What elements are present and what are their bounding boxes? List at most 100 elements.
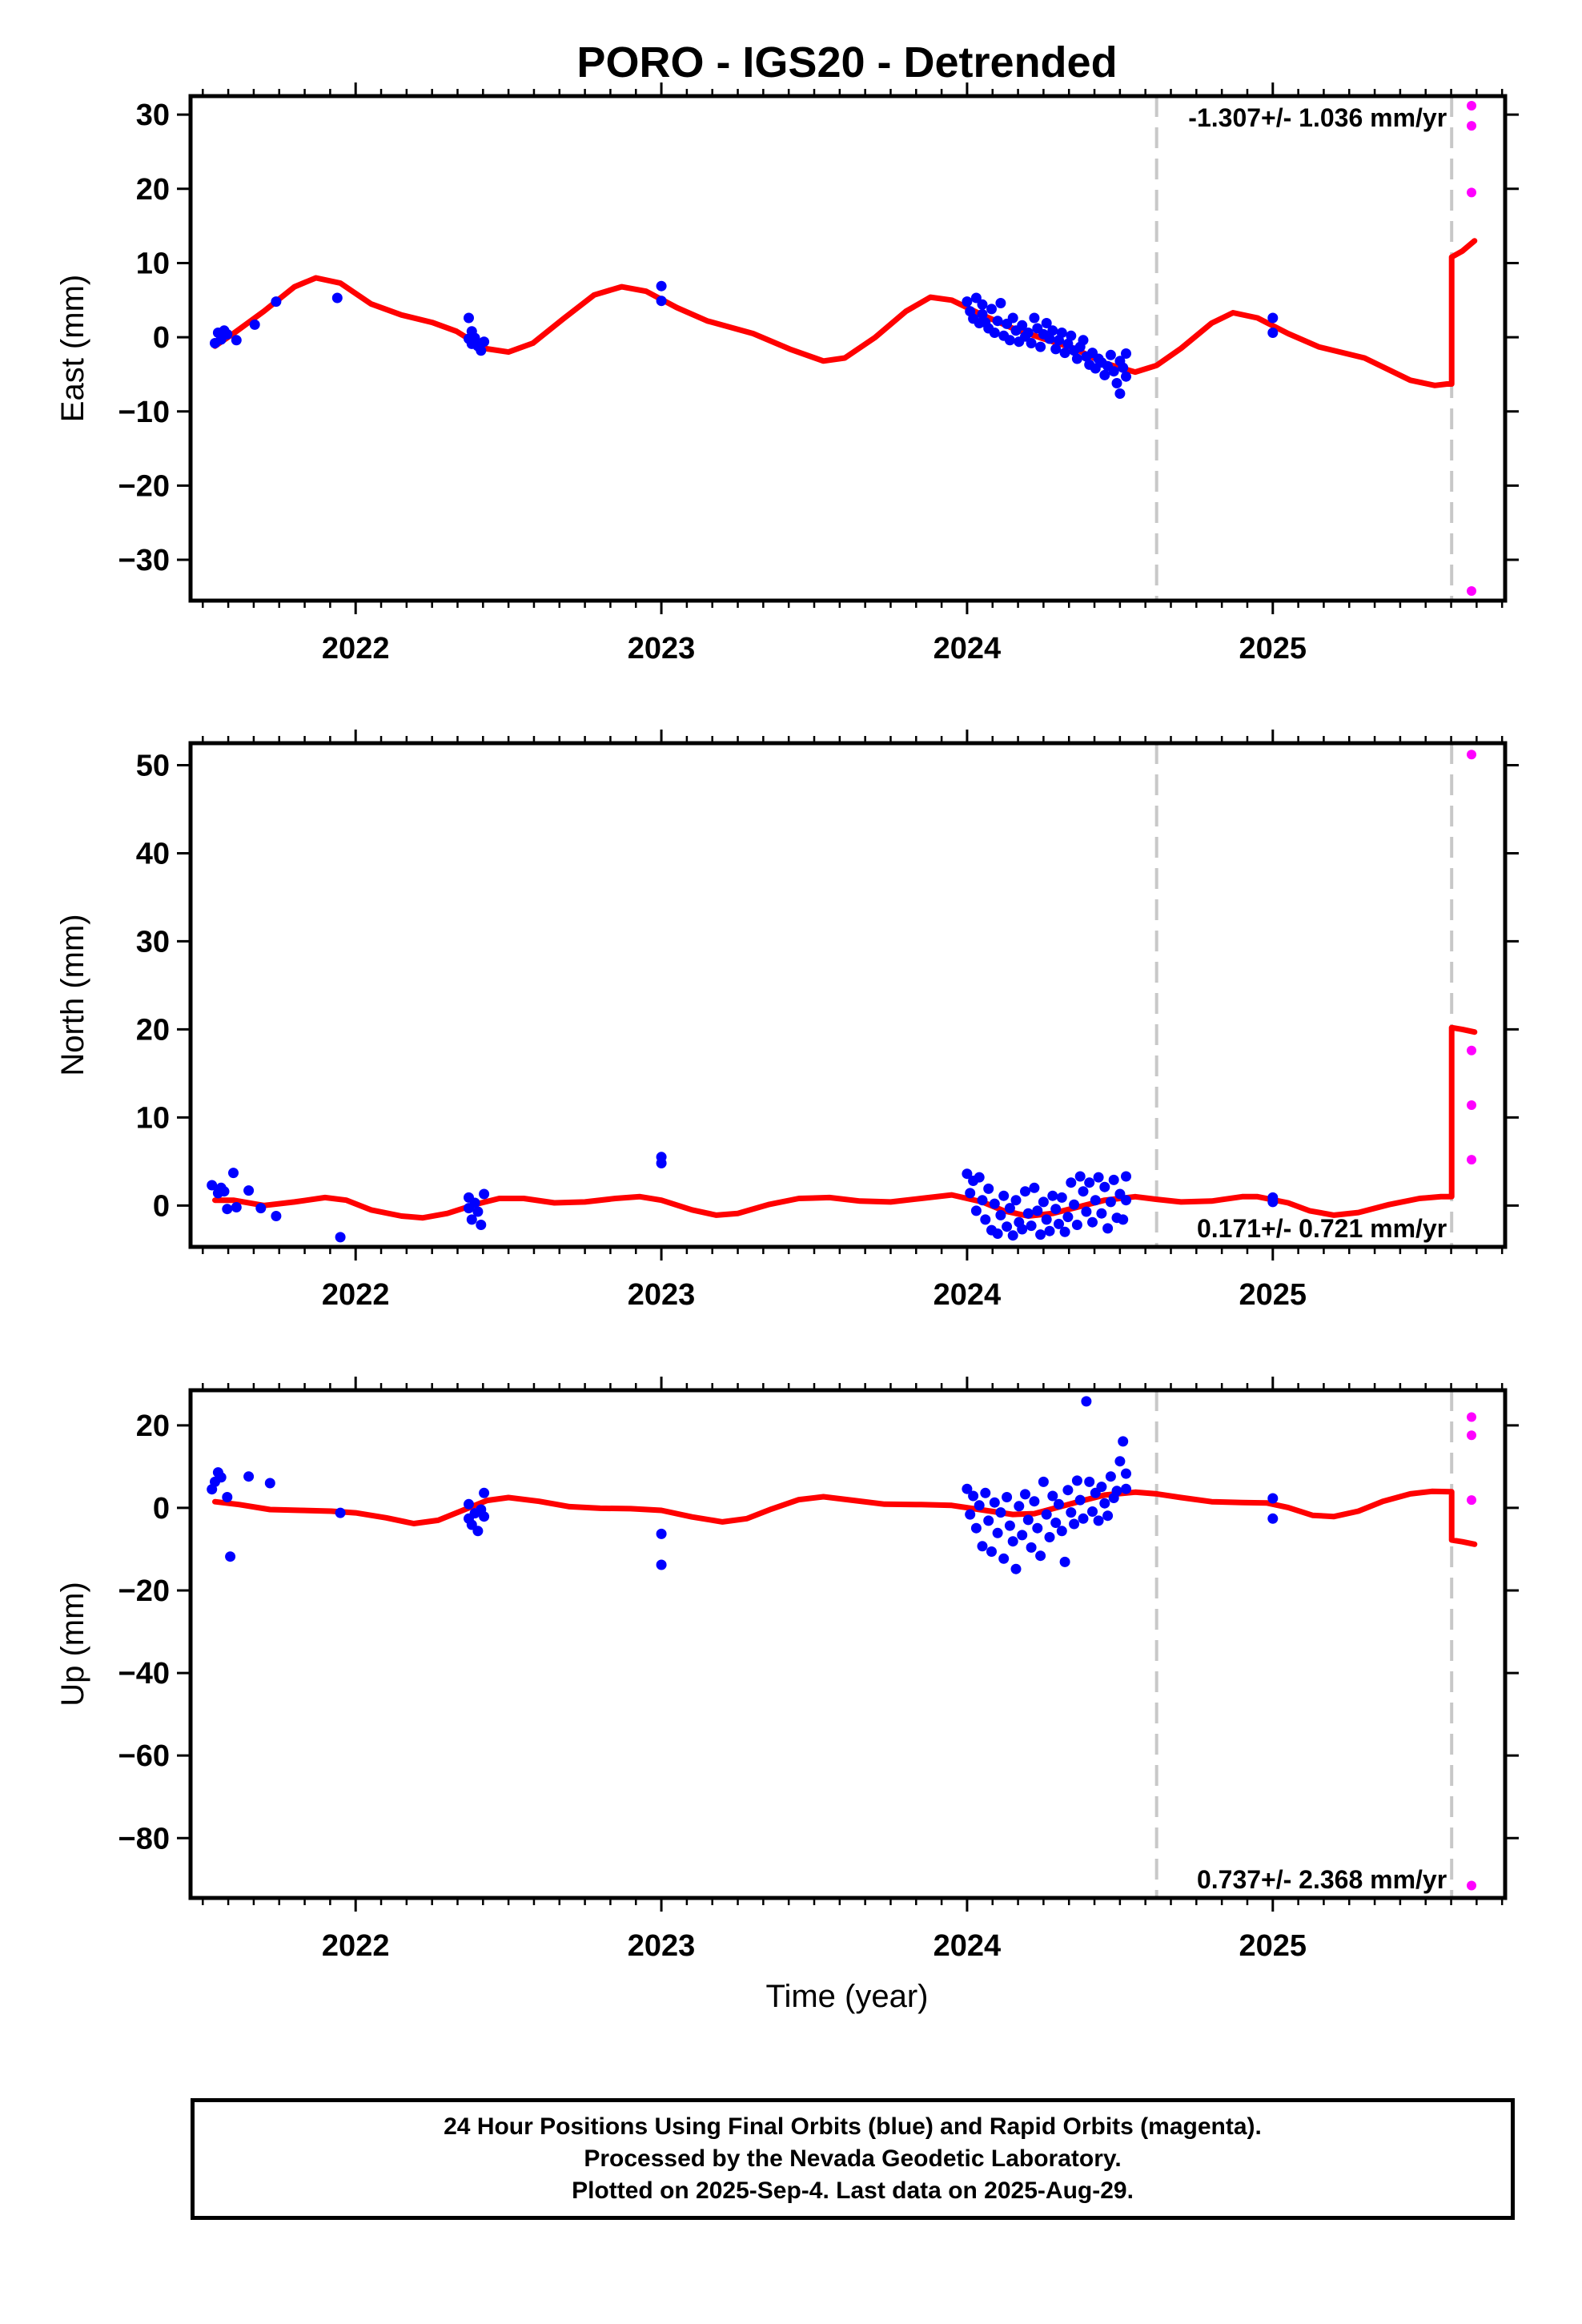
footer-note: 24 Hour Positions Using Final Orbits (bl…: [191, 2098, 1515, 2220]
final-orbit-point: [1066, 1177, 1077, 1188]
panel-frame: [188, 741, 1508, 1249]
final-orbit-point: [980, 1487, 991, 1498]
final-orbit-point: [476, 1220, 487, 1230]
final-orbit-point: [1267, 1196, 1279, 1208]
final-orbit-point: [1099, 1498, 1110, 1509]
final-orbit-point: [1084, 1476, 1095, 1487]
final-orbit-point: [974, 1172, 985, 1183]
footer-line-2: Processed by the Nevada Geodetic Laborat…: [584, 2145, 1122, 2172]
final-orbit-point: [1066, 1507, 1077, 1518]
final-orbit-point: [1044, 1532, 1055, 1542]
final-orbit-point: [1121, 371, 1131, 382]
final-orbit-point: [1118, 1214, 1129, 1225]
y-tick-label: 0: [153, 321, 170, 355]
final-orbit-point: [1121, 1483, 1131, 1494]
final-orbit-point: [1267, 1493, 1279, 1504]
final-orbit-point: [656, 280, 667, 292]
final-orbit-point: [1004, 335, 1015, 346]
x-tick-label: 2025: [1239, 1278, 1307, 1312]
final-orbit-point: [271, 296, 282, 308]
y-tick-label: −20: [118, 469, 170, 503]
final-orbit-point: [1020, 1186, 1030, 1197]
final-orbit-point: [479, 1487, 490, 1498]
final-orbit-point: [1074, 1494, 1086, 1506]
final-orbit-point: [1121, 1171, 1131, 1182]
rapid-orbit-point: [1467, 187, 1476, 198]
final-orbit-point: [1108, 366, 1119, 377]
x-tick-label: 2024: [934, 1929, 1002, 1963]
final-orbit-point: [1026, 338, 1037, 348]
final-orbit-point: [1022, 1514, 1034, 1526]
final-orbit-point: [1014, 1501, 1025, 1512]
y-tick-label: 20: [136, 1013, 170, 1047]
final-orbit-point: [970, 1522, 982, 1534]
final-orbit-point: [1118, 1436, 1129, 1447]
final-orbit-point: [1050, 1204, 1062, 1215]
final-orbit-point: [1004, 1520, 1015, 1531]
final-orbit-point: [1081, 1206, 1092, 1217]
rapid-orbit-point: [1467, 1495, 1476, 1506]
final-orbit-point: [1111, 1486, 1122, 1497]
final-orbit-point: [977, 1195, 988, 1206]
x-tick-label: 2022: [322, 1929, 390, 1963]
final-orbit-point: [1059, 1556, 1070, 1567]
final-orbit-point: [995, 1209, 1006, 1220]
final-orbit-point: [1071, 353, 1082, 364]
final-orbit-point: [472, 1206, 484, 1217]
final-orbit-point: [1078, 335, 1089, 346]
final-orbit-point: [1099, 1181, 1110, 1192]
y-axis-title: North (mm): [55, 914, 90, 1076]
final-orbit-point: [1044, 333, 1055, 344]
final-orbit-point: [962, 296, 973, 308]
final-orbit-point: [222, 328, 233, 340]
final-orbit-point: [1066, 330, 1077, 341]
panel-frame: [188, 1388, 1508, 1900]
final-orbit-point: [1267, 1513, 1279, 1524]
final-orbit-point: [995, 298, 1006, 308]
final-orbit-point: [1071, 1220, 1082, 1230]
final-orbit-point: [1032, 1205, 1043, 1216]
final-orbit-point: [1105, 349, 1116, 360]
rapid-orbit-point: [1467, 1100, 1476, 1110]
panel-frame: [188, 94, 1508, 603]
final-orbit-point: [222, 1204, 233, 1215]
final-orbit-point: [1059, 1226, 1070, 1237]
y-tick-label: −80: [118, 1822, 170, 1856]
x-tick-label: 2023: [628, 632, 696, 665]
final-orbit-point: [231, 335, 242, 346]
final-orbit-point: [1062, 1485, 1074, 1496]
rapid-orbit-point: [1467, 586, 1476, 596]
final-orbit-point: [472, 1526, 484, 1537]
final-orbit-point: [1017, 1224, 1028, 1235]
final-orbit-point: [1020, 1489, 1030, 1500]
final-orbit-point: [1078, 1186, 1089, 1197]
x-tick-label: 2023: [628, 1929, 696, 1963]
final-orbit-point: [992, 1527, 1003, 1538]
final-orbit-point: [970, 1205, 982, 1216]
final-orbit-point: [1017, 320, 1028, 331]
final-orbit-point: [995, 1507, 1006, 1518]
y-tick-label: −40: [118, 1657, 170, 1691]
footer-line-1: 24 Hour Positions Using Final Orbits (bl…: [444, 2113, 1262, 2140]
y-tick-label: 20: [136, 1409, 170, 1443]
final-orbit-point: [1069, 1518, 1080, 1530]
final-orbit-point: [1029, 312, 1040, 324]
final-orbit-point: [983, 1515, 994, 1526]
x-tick-label: 2023: [628, 1278, 696, 1312]
final-orbit-point: [249, 319, 260, 330]
final-orbit-point: [1121, 1468, 1131, 1479]
final-orbit-point: [1090, 1195, 1101, 1206]
y-tick-label: 0: [153, 1189, 170, 1223]
y-axis-title: Up (mm): [55, 1582, 90, 1707]
panel-north: 0 10 20 30 40 50 2022 2023 2024 2025 North (mm) 0.1…: [55, 730, 1519, 1312]
model-curve: [212, 1488, 1478, 1547]
final-orbit-point: [1267, 328, 1279, 338]
final-orbit-point: [974, 1500, 985, 1511]
final-orbit-point: [331, 292, 343, 304]
final-orbit-point: [1017, 1530, 1028, 1541]
final-orbit-point: [231, 1202, 242, 1212]
final-orbit-point: [1029, 1496, 1040, 1507]
final-orbit-point: [479, 1511, 490, 1522]
y-tick-label: −60: [118, 1739, 170, 1773]
final-orbit-point: [243, 1185, 255, 1196]
